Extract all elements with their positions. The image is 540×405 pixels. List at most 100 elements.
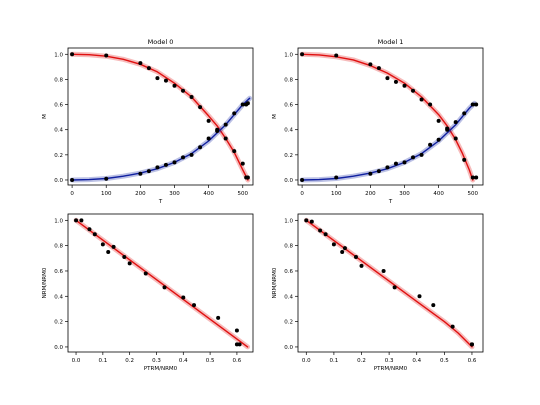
data-point xyxy=(431,303,436,308)
data-point xyxy=(300,177,305,182)
y-tick-label: 0.6 xyxy=(54,103,63,109)
data-point xyxy=(206,118,211,123)
data-point xyxy=(331,242,336,247)
data-point xyxy=(163,78,168,83)
x-axis-label: T xyxy=(388,199,393,205)
y-tick-label: 1.0 xyxy=(284,52,293,58)
data-point xyxy=(309,219,314,224)
y-tick-label: 0.2 xyxy=(284,320,293,326)
data-point xyxy=(155,76,160,81)
data-point xyxy=(359,263,364,268)
x-tick-label: 0.6 xyxy=(233,358,242,364)
chart-panel-2: 0.0 0.1 0.2 0.3 0.4 0.5 0.6 0.0 0.2 0.4 0.6 0.8 1.0 P… xyxy=(42,213,254,372)
y-tick-label: 0.0 xyxy=(54,345,63,351)
y-tick-label: 1.0 xyxy=(54,52,63,58)
data-point xyxy=(104,176,109,181)
x-tick-label: 0 xyxy=(300,191,304,197)
data-point xyxy=(353,255,358,260)
y-tick-label: 0.4 xyxy=(54,294,63,300)
data-point xyxy=(232,111,237,116)
x-tick-label: 100 xyxy=(101,191,112,197)
data-point xyxy=(470,175,475,180)
chart-panel-3: 0.0 0.1 0.2 0.3 0.4 0.5 0.6 0.0 0.2 0.4 0.6 0.8 1.0 P… xyxy=(272,213,484,372)
x-tick-label: 0.3 xyxy=(385,358,394,364)
data-point xyxy=(215,127,220,132)
data-point xyxy=(234,328,239,333)
data-point xyxy=(70,177,75,182)
y-tick-label: 0.4 xyxy=(284,294,293,300)
data-point xyxy=(392,285,397,290)
fit-line-1 xyxy=(305,219,473,348)
data-point xyxy=(470,102,475,107)
y-tick-label: 0.0 xyxy=(284,178,293,184)
data-point xyxy=(181,295,186,300)
y-axis-label: NRM/NRM0 xyxy=(272,267,278,298)
data-point xyxy=(223,122,228,127)
x-tick-label: 0.2 xyxy=(357,358,366,364)
data-point xyxy=(181,155,186,160)
fit-line-2 xyxy=(71,53,249,181)
data-point xyxy=(240,102,245,107)
data-point xyxy=(198,105,203,110)
data-point xyxy=(368,171,373,176)
data-point xyxy=(92,232,97,237)
x-tick-label: 0.6 xyxy=(468,358,477,364)
y-tick-label: 0.2 xyxy=(54,320,63,326)
x-tick-label: 500 xyxy=(238,191,249,197)
data-point xyxy=(334,53,339,58)
y-tick-label: 1.0 xyxy=(284,218,293,224)
data-point xyxy=(428,102,433,107)
y-tick-label: 0.8 xyxy=(284,77,293,83)
y-tick-label: 1.0 xyxy=(54,218,63,224)
data-point xyxy=(393,161,398,166)
data-point xyxy=(323,232,328,237)
y-tick-label: 0.4 xyxy=(54,128,63,134)
y-tick-label: 0.0 xyxy=(284,345,293,351)
chart-title: Model 1 xyxy=(378,38,404,46)
data-point xyxy=(376,66,381,71)
data-point xyxy=(334,175,339,180)
data-point xyxy=(417,294,422,299)
x-tick-label: 400 xyxy=(203,191,214,197)
data-point xyxy=(172,83,177,88)
data-point xyxy=(245,101,250,106)
y-tick-label: 0.0 xyxy=(54,178,63,184)
data-point xyxy=(106,249,111,254)
data-point xyxy=(445,126,450,131)
data-point xyxy=(192,303,197,308)
plot-frame xyxy=(67,47,254,186)
data-point xyxy=(216,315,221,320)
data-point xyxy=(450,324,455,329)
data-point xyxy=(419,97,424,102)
fit-line-1 xyxy=(75,219,249,348)
x-axis-label: PTRM/NRM0 xyxy=(374,366,408,372)
data-point xyxy=(146,66,151,71)
x-tick-label: 300 xyxy=(169,191,180,197)
data-point xyxy=(232,149,237,154)
data-point xyxy=(138,171,143,176)
data-point xyxy=(469,342,474,347)
data-point xyxy=(206,136,211,141)
data-point xyxy=(474,175,479,180)
data-point xyxy=(240,161,245,166)
data-point xyxy=(79,218,84,223)
data-point xyxy=(436,118,441,123)
data-point xyxy=(368,62,373,67)
data-point xyxy=(340,249,345,254)
data-point xyxy=(122,255,127,260)
data-point xyxy=(462,157,467,162)
data-point xyxy=(172,160,177,165)
x-tick-label: 300 xyxy=(399,191,410,197)
x-tick-label: 0.0 xyxy=(302,358,311,364)
data-point xyxy=(411,155,416,160)
y-tick-label: 0.6 xyxy=(284,103,293,109)
y-tick-label: 0.8 xyxy=(54,77,63,83)
data-point xyxy=(453,120,458,125)
data-point xyxy=(402,83,407,88)
x-tick-label: 200 xyxy=(365,191,376,197)
data-point xyxy=(393,79,398,84)
data-point xyxy=(146,169,151,174)
x-tick-label: 0.2 xyxy=(125,358,134,364)
x-tick-label: 400 xyxy=(433,191,444,197)
